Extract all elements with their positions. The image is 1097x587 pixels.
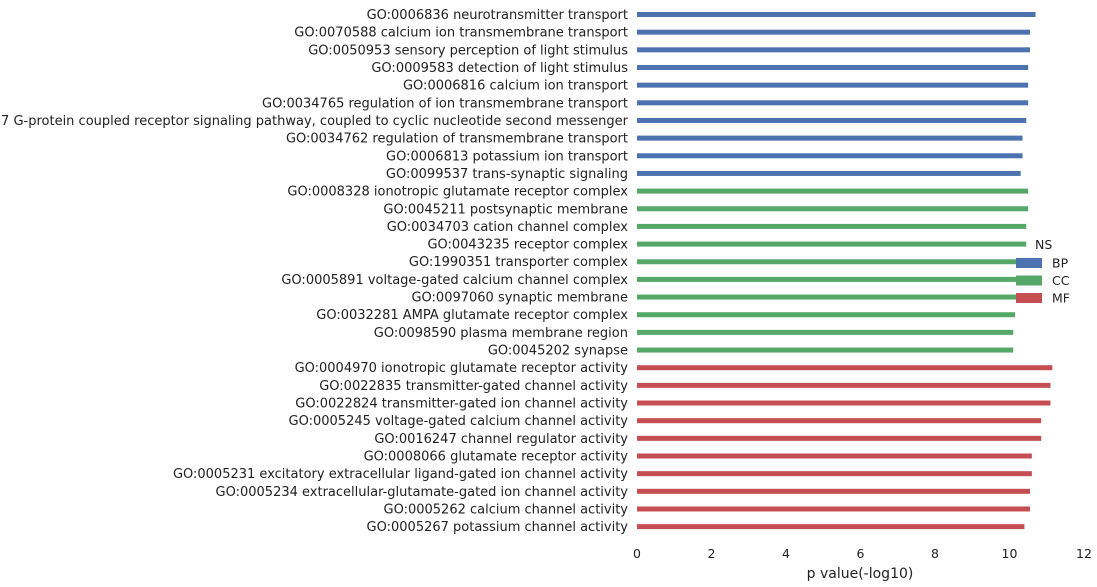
legend-label-cc: CC	[1052, 273, 1070, 288]
legend-label-mf: MF	[1052, 291, 1070, 306]
bar-cc-17	[637, 294, 1017, 300]
bar-bp-3	[637, 47, 1030, 53]
x-tick-label: 12	[1076, 546, 1092, 561]
x-tick-label: 10	[1002, 546, 1018, 561]
legend-title: NS	[1035, 237, 1052, 252]
category-label: GO:0006813 potassium ion transport	[386, 149, 628, 164]
category-label: GO:0034765 regulation of ion transmembra…	[262, 96, 628, 111]
bar-mf-26	[637, 453, 1032, 459]
bar-cc-13	[637, 223, 1027, 229]
x-tick-label: 6	[857, 546, 865, 561]
category-label: GO:0050953 sensory perception of light s…	[308, 43, 628, 58]
category-label: GO:0022824 transmitter-gated ion channel…	[295, 397, 628, 412]
bar-mf-25	[637, 435, 1042, 441]
bar-mf-28	[637, 488, 1030, 494]
bar-bp-5	[637, 82, 1029, 88]
bar-mf-27	[637, 471, 1032, 477]
bar-cc-16	[637, 276, 1019, 282]
bar-mf-29	[637, 506, 1030, 512]
category-label: GO:0005245 voltage-gated calcium channel…	[289, 414, 629, 429]
category-label: GO:0043235 receptor complex	[427, 238, 628, 253]
category-label: GO:0004970 ionotropic glutamate receptor…	[295, 361, 629, 376]
category-label: GO:0097060 synaptic membrane	[411, 291, 628, 306]
category-label: GO:0009583 detection of light stimulus	[371, 61, 628, 76]
bar-bp-4	[637, 64, 1029, 70]
category-label: GO:0008328 ionotropic glutamate receptor…	[287, 185, 628, 200]
bar-bp-8	[637, 135, 1023, 141]
category-label: GO:0099537 trans-synaptic signaling	[386, 167, 628, 182]
category-label: GO:0032281 AMPA glutamate receptor compl…	[316, 308, 628, 323]
category-label: GO:0034703 cation channel complex	[387, 220, 629, 235]
bar-cc-11	[637, 188, 1029, 194]
category-label: GO:0007187 G-protein coupled receptor si…	[0, 114, 629, 129]
bar-cc-19	[637, 329, 1014, 335]
x-axis: 0 2 4 6 8 10 12	[633, 546, 1092, 561]
category-label: GO:0005267 potassium channel activity	[367, 520, 629, 535]
legend-label-bp: BP	[1052, 256, 1069, 271]
x-tick-label: 4	[782, 546, 790, 561]
category-label: GO:0006836 neurotransmitter transport	[367, 8, 628, 23]
bar-cc-18	[637, 312, 1016, 318]
x-axis-title: p value(-log10)	[807, 566, 914, 582]
x-tick-label: 2	[708, 546, 716, 561]
category-label: GO:0045202 synapse	[488, 344, 628, 359]
category-label: GO:0022835 transmitter-gated channel act…	[319, 379, 628, 394]
category-label: GO:0006816 calcium ion transport	[403, 79, 628, 94]
bar-bp-9	[637, 153, 1023, 159]
legend-swatch-mf	[1016, 293, 1042, 303]
category-label: GO:0008066 glutamate receptor activity	[364, 450, 629, 465]
category-label: GO:1990351 transporter complex	[409, 255, 628, 270]
legend-swatch-bp	[1016, 258, 1042, 268]
bar-bp-2	[637, 29, 1030, 35]
bar-bp-10	[637, 170, 1021, 176]
category-label: GO:0005234 extracellular-glutamate-gated…	[216, 485, 629, 500]
category-label: GO:0005231 excitatory extracellular liga…	[173, 467, 628, 482]
bar-mf-22	[637, 382, 1051, 388]
x-tick-label: 8	[931, 546, 939, 561]
x-tick-label: 0	[633, 546, 641, 561]
category-label: GO:0045211 postsynaptic membrane	[383, 202, 628, 217]
category-label: GO:0005891 voltage-gated calcium channel…	[281, 273, 628, 288]
bar-bp-7	[637, 117, 1027, 123]
legend: NS BP CC MF	[1016, 237, 1070, 306]
legend-swatch-cc	[1016, 275, 1042, 286]
category-label: GO:0016247 channel regulator activity	[374, 432, 628, 447]
category-label: GO:0098590 plasma membrane region	[374, 326, 628, 341]
bar-bp-6	[637, 100, 1029, 106]
bar-mf-21	[637, 365, 1053, 371]
bar-cc-15	[637, 259, 1021, 265]
bar-mf-30	[637, 524, 1025, 530]
category-labels: GO:0006836 neurotransmitter transport GO:…	[0, 8, 629, 535]
bar-mf-23	[637, 400, 1051, 406]
category-label: GO:0034762 regulation of transmembrane t…	[286, 132, 628, 147]
bar-cc-14	[637, 241, 1027, 247]
bar-bp-1	[637, 12, 1036, 17]
bar-mf-24	[637, 418, 1042, 424]
category-label: GO:0070588 calcium ion transmembrane tra…	[294, 26, 628, 41]
bars-layer	[637, 12, 1053, 530]
bar-cc-20	[637, 347, 1014, 353]
bar-cc-12	[637, 206, 1029, 212]
category-label: GO:0005262 calcium channel activity	[384, 502, 629, 517]
